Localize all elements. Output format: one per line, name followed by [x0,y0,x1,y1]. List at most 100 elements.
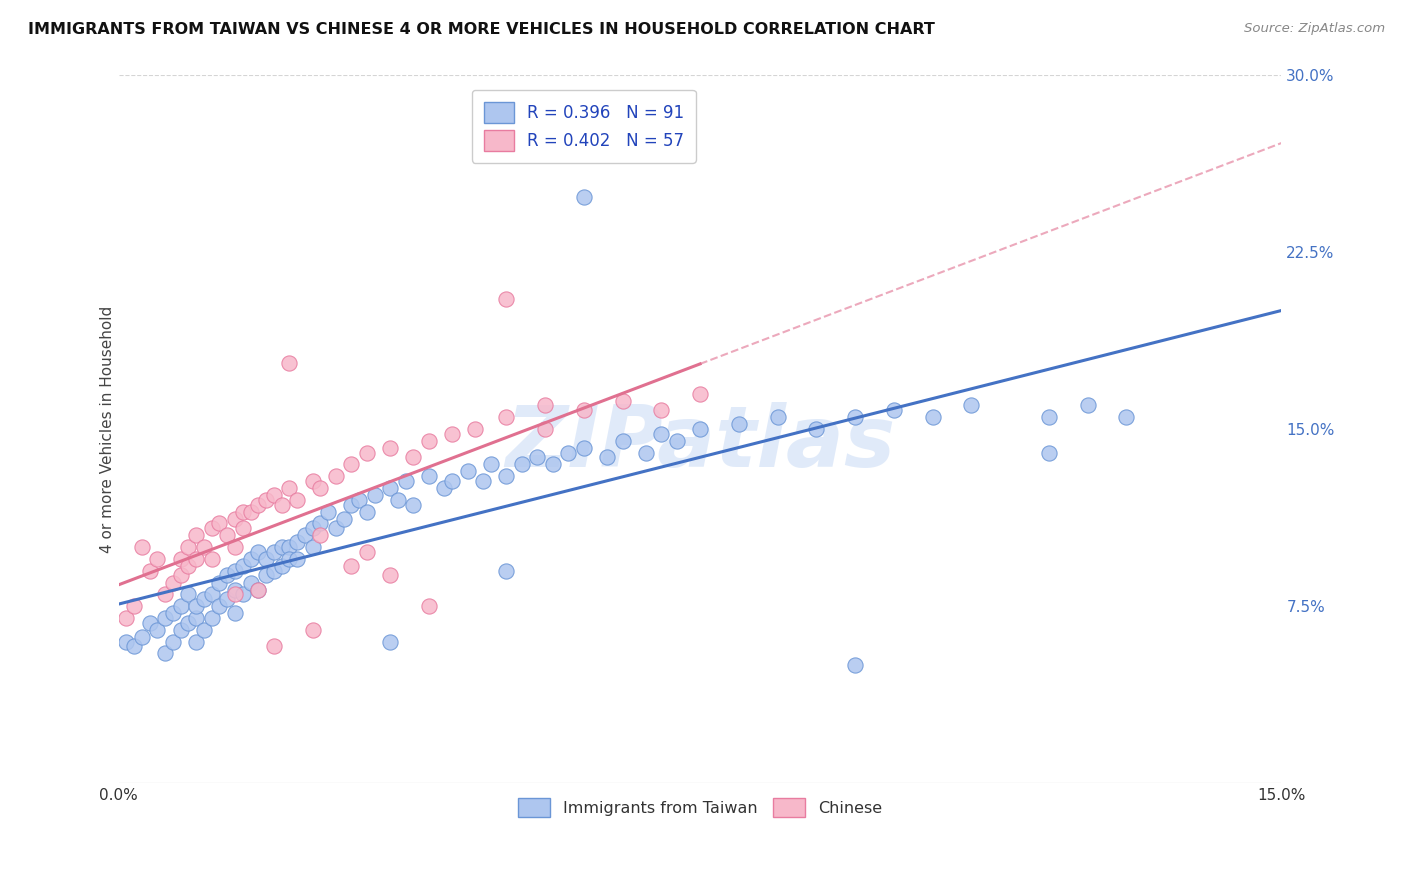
Point [309,528,332,542]
Point [301,540,323,554]
Point [1038,445,1060,459]
Point [534,422,557,436]
Point [325,521,347,535]
Point [285,492,308,507]
Point [634,445,657,459]
Point [495,292,517,306]
Point [170,552,193,566]
Point [285,552,308,566]
Point [224,582,246,597]
Point [155,611,177,625]
Point [844,410,866,425]
Point [650,426,672,441]
Point [472,474,495,488]
Point [689,422,711,436]
Point [131,540,153,554]
Point [247,582,270,597]
Point [186,552,208,566]
Point [960,398,983,412]
Point [177,559,200,574]
Point [122,640,145,654]
Point [356,445,378,459]
Point [170,599,193,614]
Point [441,426,464,441]
Point [224,512,246,526]
Point [510,458,533,472]
Point [806,422,828,436]
Point [301,623,323,637]
Point [177,540,200,554]
Point [139,564,162,578]
Point [146,552,169,566]
Point [193,623,215,637]
Point [727,417,749,432]
Point [612,434,634,448]
Point [247,582,270,597]
Point [418,469,440,483]
Point [201,611,224,625]
Point [278,481,301,495]
Point [263,564,285,578]
Point [201,552,224,566]
Point [170,623,193,637]
Point [285,535,308,549]
Point [340,458,363,472]
Point [232,521,254,535]
Point [332,512,354,526]
Point [139,615,162,630]
Point [347,492,370,507]
Point [921,410,943,425]
Point [479,458,502,472]
Point [418,599,440,614]
Point [612,393,634,408]
Point [162,607,184,621]
Point [263,640,285,654]
Point [270,540,292,554]
Point [378,634,401,648]
Point [208,599,231,614]
Text: ZIPatlas: ZIPatlas [505,401,896,484]
Point [254,552,277,566]
Text: Source: ZipAtlas.com: Source: ZipAtlas.com [1244,22,1385,36]
Point [441,474,464,488]
Point [394,474,416,488]
Point [495,410,517,425]
Point [596,450,619,465]
Point [186,634,208,648]
Point [309,481,332,495]
Point [457,465,479,479]
Point [340,498,363,512]
Point [224,587,246,601]
Point [572,190,595,204]
Point [270,498,292,512]
Point [363,488,385,502]
Point [572,441,595,455]
Point [1038,410,1060,425]
Point [387,492,409,507]
Point [301,521,323,535]
Point [239,505,262,519]
Point [418,434,440,448]
Point [247,545,270,559]
Point [115,634,138,648]
Point [232,505,254,519]
Point [495,564,517,578]
Point [155,647,177,661]
Point [122,599,145,614]
Point [186,599,208,614]
Point [224,607,246,621]
Point [402,498,425,512]
Point [433,481,456,495]
Point [650,403,672,417]
Point [155,587,177,601]
Point [131,630,153,644]
Point [495,469,517,483]
Point [557,445,579,459]
Point [193,592,215,607]
Point [541,458,564,472]
Point [325,469,347,483]
Point [115,611,138,625]
Point [356,545,378,559]
Point [217,592,239,607]
Point [170,568,193,582]
